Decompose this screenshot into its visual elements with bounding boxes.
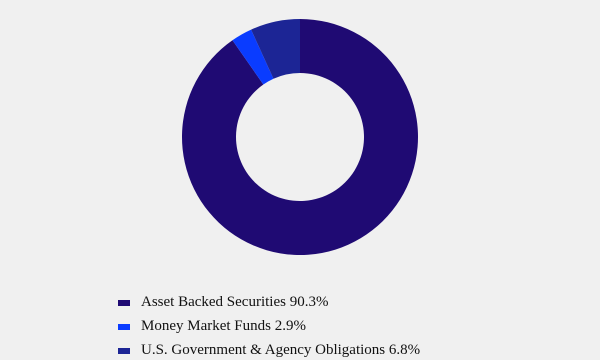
donut-slice xyxy=(232,29,274,85)
legend-label: Asset Backed Securities 90.3% xyxy=(141,294,328,310)
legend-label: Money Market Funds 2.9% xyxy=(141,318,306,334)
legend-name: Asset Backed Securities xyxy=(141,294,286,310)
legend-name: U.S. Government & Agency Obligations xyxy=(141,342,385,358)
donut-slice xyxy=(251,19,300,79)
legend-swatch xyxy=(118,300,130,306)
donut-slice xyxy=(182,19,418,255)
legend-value: 90.3% xyxy=(290,294,329,310)
legend-value: 6.8% xyxy=(389,342,420,358)
legend-swatch xyxy=(118,324,130,330)
legend-name: Money Market Funds xyxy=(141,318,271,334)
legend-value: 2.9% xyxy=(275,318,306,334)
legend-label: U.S. Government & Agency Obligations 6.8… xyxy=(141,342,420,358)
legend-swatch xyxy=(118,348,130,354)
